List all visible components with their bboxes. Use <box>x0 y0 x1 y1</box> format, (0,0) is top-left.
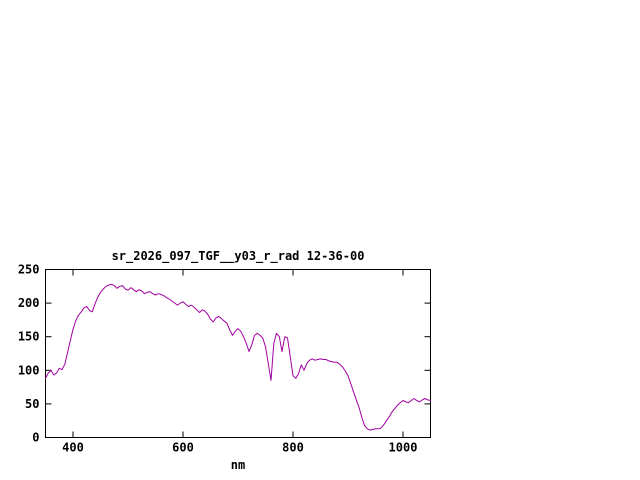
y-tick-label: 150 <box>18 330 40 344</box>
x-tick-label: 800 <box>282 441 304 455</box>
spectrum-line <box>45 283 431 431</box>
x-tick-label: 400 <box>62 441 84 455</box>
y-tick-label: 0 <box>32 431 39 445</box>
y-tick-label: 50 <box>25 397 39 411</box>
x-tick-label: 600 <box>172 441 194 455</box>
chart-title: sr_2026_097_TGF__y03_r_rad 12-36-00 <box>112 249 365 264</box>
y-tick-label: 250 <box>18 263 40 277</box>
y-axis-ticks: 0 50 100 150 200 250 <box>18 263 431 445</box>
x-axis-label: nm <box>231 458 245 472</box>
y-tick-label: 200 <box>18 296 40 310</box>
x-axis-ticks: 400 600 800 1000 <box>62 269 418 455</box>
y-tick-label: 100 <box>18 363 40 377</box>
plot-frame <box>45 269 431 438</box>
x-tick-label: 1000 <box>389 441 418 455</box>
